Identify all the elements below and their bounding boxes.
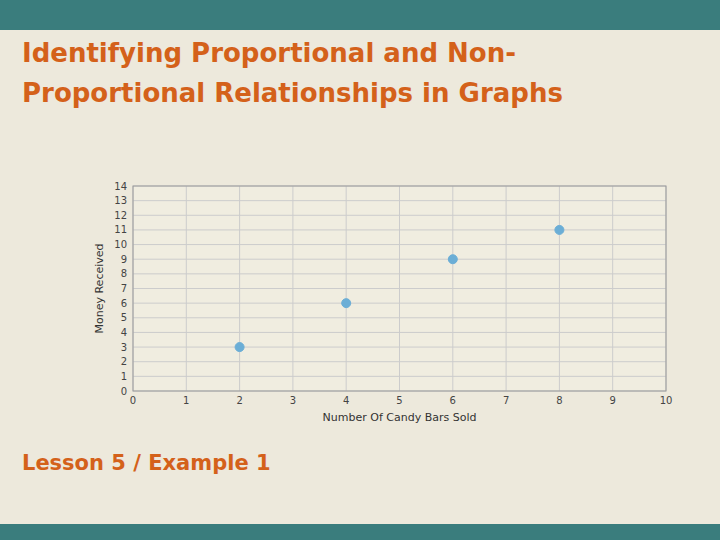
grid-line	[133, 215, 666, 216]
tick-label: 4	[343, 395, 349, 406]
point	[235, 343, 244, 352]
grid	[133, 186, 666, 391]
grid-line	[133, 376, 666, 377]
chart: Identifying Proportional and Non- Proport…	[0, 0, 720, 540]
point	[555, 225, 564, 234]
tick-label: 8	[556, 395, 562, 406]
grid-line	[133, 259, 666, 260]
point	[342, 299, 351, 308]
x-axis-label: Number Of Candy Bars Sold	[323, 411, 477, 424]
grid-line	[133, 244, 666, 245]
background	[0, 0, 720, 540]
tick-label: 10	[660, 395, 673, 406]
tick-label: 0	[130, 395, 136, 406]
tick-label: 10	[114, 239, 127, 250]
tick-label: 5	[121, 312, 127, 323]
tick-label: 1	[121, 371, 127, 382]
footer-bar	[0, 524, 720, 540]
grid-line	[133, 229, 666, 230]
grid-line	[133, 347, 666, 348]
tick-label: 2	[236, 395, 242, 406]
tick-label: 2	[121, 356, 127, 367]
plot-frame	[133, 186, 666, 391]
plot-area	[133, 186, 666, 391]
grid-line	[133, 361, 666, 362]
grid-line	[133, 200, 666, 201]
tick-label: 8	[121, 268, 127, 279]
tick-label: 9	[121, 254, 127, 265]
points	[235, 225, 564, 351]
point	[448, 255, 457, 264]
grid-line	[133, 273, 666, 274]
grid-line	[133, 303, 666, 304]
tick-label: 12	[114, 210, 127, 221]
title: Identifying Proportional and Non-	[22, 38, 516, 68]
grid-line	[133, 288, 666, 289]
tick-label: 13	[114, 195, 127, 206]
subtitle: Lesson 5 / Example 1	[22, 451, 271, 475]
tick-label: 5	[396, 395, 402, 406]
tick-label: 4	[121, 327, 127, 338]
tick-label: 0	[121, 386, 127, 397]
tick-label: 1	[183, 395, 189, 406]
grid-line	[133, 317, 666, 318]
title: Proportional Relationships in Graphs	[22, 78, 563, 108]
tick-label: 7	[121, 283, 127, 294]
grid-line	[133, 332, 666, 333]
tick-label: 14	[114, 181, 127, 192]
header-bar	[0, 0, 720, 30]
tick-label: 3	[121, 342, 127, 353]
y-axis-label: Money Received	[93, 243, 106, 333]
tick-label: 6	[450, 395, 456, 406]
tick-label: 3	[290, 395, 296, 406]
tick-label: 6	[121, 298, 127, 309]
tick-label: 11	[114, 224, 127, 235]
tick-label: 9	[610, 395, 616, 406]
tick-label: 7	[503, 395, 509, 406]
